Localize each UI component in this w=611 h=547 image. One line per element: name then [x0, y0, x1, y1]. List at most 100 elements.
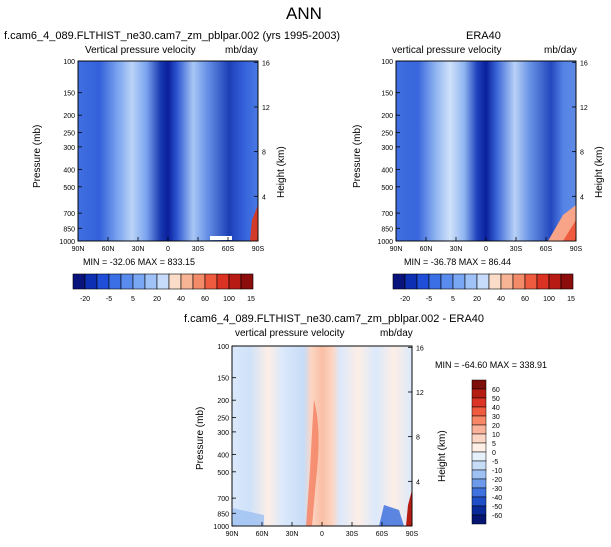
- obs-ytick-right-12: 12: [580, 105, 588, 112]
- panel-obs-plot: 100 150 200 250 300 400 500 700 850 1000 4 8 12 16 90N…: [377, 59, 587, 253]
- diff-xtick-30S: 30S: [346, 531, 359, 538]
- diff-ytick-500: 500: [217, 470, 229, 477]
- colorbar-model-labels: -20 -5 5 20 40 60 100 150: [80, 296, 255, 303]
- colorbar-obs-label-1: -5: [426, 296, 432, 303]
- colorbar-model-box-2: [96, 273, 110, 290]
- colorbar-obs-box-10: [512, 273, 526, 290]
- colorbar-diff-label-9: -10: [492, 468, 502, 475]
- colorbar-diff-label-1: 50: [492, 396, 500, 403]
- panel-diff-minmax: MIN = -64.60 MAX = 338.91: [435, 360, 548, 370]
- model-xtick-30N: 30N: [132, 246, 145, 253]
- panel-model-field: [77, 60, 259, 242]
- colorbar-diff-label-5: 10: [492, 432, 500, 439]
- panel-diff-plot: 100 150 200 250 300 400 500 700 850 1000 4 8 12 16 90N…: [213, 344, 423, 538]
- panel-diff-units: mb/day: [380, 328, 413, 339]
- obs-ytick-250: 250: [381, 131, 393, 138]
- model-xtick-30S: 30S: [192, 246, 205, 253]
- model-xtick-90N: 90N: [72, 246, 85, 253]
- model-ytick-right-8: 8: [262, 150, 266, 157]
- model-ytick-700: 700: [63, 211, 75, 218]
- obs-ytick-200: 200: [381, 113, 393, 120]
- diff-ytick-250: 250: [217, 416, 229, 423]
- colorbar-model-box-9: [180, 273, 194, 290]
- panel-diff-ticks: 100 150 200 250 300 400 500 700 850 1000 4 8 12 16 90N…: [213, 344, 423, 538]
- colorbar-model-box-1: [84, 273, 98, 290]
- colorbar-model-label-0: -20: [80, 296, 90, 303]
- colorbar-diff-box-8: [471, 451, 487, 462]
- colorbar-obs-box-1: [404, 273, 418, 290]
- panel-model-colorbar: -20 -5 5 20 40 60 100 150: [72, 273, 255, 303]
- colorbar-obs-box-12: [536, 273, 550, 290]
- colorbar-diff-box-11: [471, 478, 487, 489]
- colorbar-model-label-2: 5: [131, 296, 135, 303]
- model-ytick-150: 150: [63, 91, 75, 98]
- colorbar-diff-box-12: [471, 487, 487, 498]
- panel-diff-negative-se: [379, 505, 404, 526]
- diff-xtick-60S: 60S: [376, 531, 389, 538]
- panel-model-variable: Vertical pressure velocity: [85, 45, 196, 56]
- colorbar-model-box-7: [156, 273, 170, 290]
- model-ytick-1000: 1000: [59, 239, 75, 246]
- colorbar-diff-box-7: [471, 442, 487, 453]
- panel-obs-positive-core: [563, 220, 576, 241]
- panel-diff-field: [231, 345, 413, 527]
- colorbar-obs-label-3: 20: [473, 296, 481, 303]
- model-xtick-60S: 60S: [222, 246, 235, 253]
- colorbar-obs-label-4: 40: [497, 296, 505, 303]
- diff-xtick-30N: 30N: [286, 531, 299, 538]
- panel-obs-minmax: MIN = -36.78 MAX = 86.44: [404, 257, 512, 267]
- model-xtick-60N: 60N: [102, 246, 115, 253]
- colorbar-obs-box-11: [524, 273, 538, 290]
- colorbar-diff-label-14: -60: [492, 513, 502, 520]
- diff-xtick-90S: 90S: [406, 531, 419, 538]
- colorbar-model-label-7: 150: [247, 296, 255, 303]
- colorbar-diff-boxes: [471, 379, 487, 525]
- colorbar-diff-box-1: [471, 388, 487, 399]
- model-ytick-200: 200: [63, 113, 75, 120]
- colorbar-diff-box-9: [471, 460, 487, 471]
- diff-ytick-right-16: 16: [416, 345, 424, 352]
- colorbar-model-box-10: [192, 273, 206, 290]
- colorbar-model-box-14: [240, 273, 254, 290]
- model-ytick-400: 400: [63, 167, 75, 174]
- diff-ytick-right-12: 12: [416, 390, 424, 397]
- colorbar-model-label-6: 100: [223, 296, 235, 303]
- colorbar-diff-label-3: 30: [492, 414, 500, 421]
- colorbar-obs-boxes: [392, 273, 574, 290]
- colorbar-model-box-11: [204, 273, 218, 290]
- obs-xtick-90N: 90N: [390, 246, 403, 253]
- obs-ytick-right-8: 8: [580, 150, 584, 157]
- diff-ytick-700: 700: [217, 496, 229, 503]
- panel-diff-variable: vertical pressure velocity: [235, 328, 345, 339]
- colorbar-diff-label-4: 20: [492, 423, 500, 430]
- colorbar-obs-box-3: [428, 273, 442, 290]
- diff-ytick-1000: 1000: [213, 524, 229, 531]
- diff-xtick-90N: 90N: [226, 531, 239, 538]
- diff-ytick-150: 150: [217, 376, 229, 383]
- colorbar-diff-label-6: 5: [492, 441, 496, 448]
- model-ytick-850: 850: [63, 226, 75, 233]
- model-ytick-500: 500: [63, 185, 75, 192]
- colorbar-diff-label-13: -50: [492, 504, 502, 511]
- obs-ytick-400: 400: [381, 167, 393, 174]
- panel-diff-ylabel-right: Height (km): [437, 430, 448, 482]
- obs-xtick-0: 0: [484, 246, 488, 253]
- colorbar-model-box-12: [216, 273, 230, 290]
- panel-obs-variable: vertical pressure velocity: [392, 45, 502, 56]
- diff-ytick-right-8: 8: [416, 435, 420, 442]
- model-ytick-right-12: 12: [262, 105, 270, 112]
- obs-ytick-100: 100: [381, 59, 393, 66]
- colorbar-obs-box-6: [464, 273, 478, 290]
- colorbar-diff-box-10: [471, 469, 487, 480]
- colorbar-obs-box-14: [560, 273, 574, 290]
- colorbar-diff-box-0: [471, 379, 487, 390]
- diff-ytick-100: 100: [217, 344, 229, 351]
- colorbar-model-box-8: [168, 273, 182, 290]
- colorbar-obs-label-0: -20: [400, 296, 410, 303]
- colorbar-diff-box-5: [471, 424, 487, 435]
- panel-diff-positive-core: [306, 400, 319, 526]
- colorbar-diff-box-4: [471, 415, 487, 426]
- panel-obs-ticks: 100 150 200 250 300 400 500 700 850 1000 4 8 12 16 90N…: [377, 59, 587, 253]
